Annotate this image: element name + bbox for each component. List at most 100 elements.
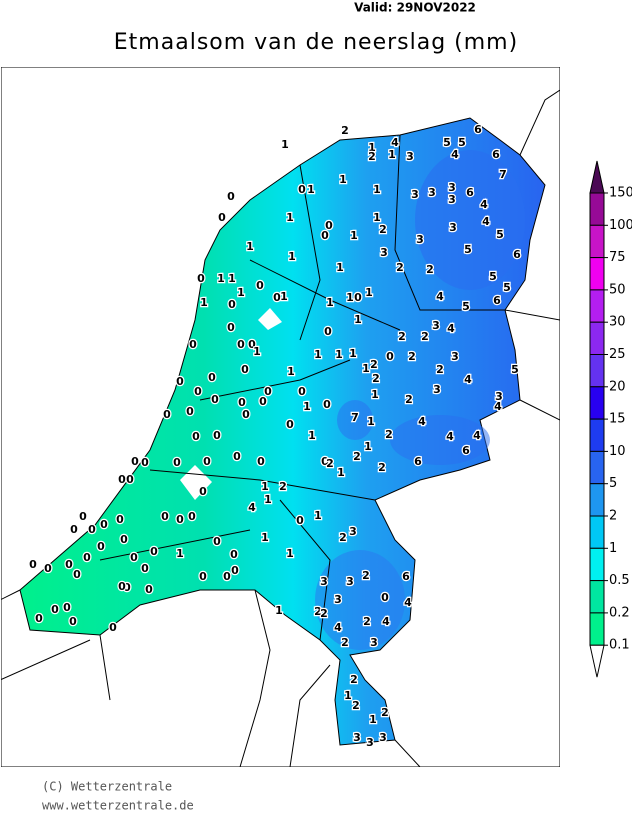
station-value: 0 <box>161 510 169 523</box>
station-value: 5 <box>458 136 466 149</box>
station-value: 0 <box>51 603 59 616</box>
station-value: 1 <box>364 440 372 453</box>
station-value: 5 <box>496 228 504 241</box>
station-value: 3 <box>349 525 357 538</box>
station-value: 0 <box>123 581 131 594</box>
station-value: 3 <box>451 350 459 363</box>
province-border <box>99 134 505 641</box>
station-value: 1 <box>303 400 311 413</box>
station-value: 2 <box>405 393 413 406</box>
legend-swatch <box>589 321 605 356</box>
station-value: 4 <box>464 373 472 386</box>
station-value: 3 <box>411 188 419 201</box>
station-value: 0 <box>69 615 77 628</box>
station-value: 0 <box>223 570 231 583</box>
station-value: 1 <box>369 713 377 726</box>
map-area <box>1 67 560 767</box>
legend-swatch <box>589 580 605 614</box>
station-value: 1 <box>176 547 184 560</box>
station-value: 4 <box>418 415 426 428</box>
station-value: 1 <box>339 173 347 186</box>
station-value: 0 <box>176 513 184 526</box>
station-value: 1 <box>253 345 261 358</box>
station-value: 1 <box>337 466 345 479</box>
station-value: 6 <box>513 248 521 261</box>
station-value: 5 <box>489 270 497 283</box>
station-value: 1 <box>350 229 358 242</box>
station-value: 2 <box>408 350 416 363</box>
station-value: 0 <box>227 321 235 334</box>
station-value: 0 <box>29 558 37 571</box>
legend-label: 75 <box>609 250 626 265</box>
station-value: 0 <box>324 325 332 338</box>
station-value: 2 <box>352 699 360 712</box>
station-value: 0 <box>176 375 184 388</box>
station-value: 3 <box>416 233 424 246</box>
station-value: 0 <box>150 545 158 558</box>
station-value: 0 <box>131 455 139 468</box>
station-value: 0 <box>237 338 245 351</box>
station-value: 0 <box>126 473 134 486</box>
station-value: 0 <box>242 408 250 421</box>
station-value: 5 <box>511 363 519 376</box>
legend-swatch <box>589 450 605 485</box>
station-value: 1 <box>228 272 236 285</box>
station-value: 1 <box>326 296 334 309</box>
station-value: 0 <box>141 562 149 575</box>
station-value: 1 <box>388 148 396 161</box>
station-value: 0 <box>256 279 264 292</box>
station-value: 3 <box>353 731 361 744</box>
station-value: 6 <box>492 148 500 161</box>
station-value: 0 <box>118 580 126 593</box>
color-legend: 150 100 75 50 30 25 20 15 10 5 2 1 0.5 0.2 0.1 <box>589 160 632 678</box>
legend-swatch <box>589 515 605 549</box>
legend-swatch <box>589 289 605 323</box>
station-value: 0 <box>163 408 171 421</box>
station-value: 0 <box>83 551 91 564</box>
station-value: 3 <box>334 593 342 606</box>
station-value: 2 <box>421 330 429 343</box>
legend-swatch <box>589 418 605 452</box>
station-value: 0 <box>208 371 216 384</box>
station-value: 1 <box>288 250 296 263</box>
station-value: 3 <box>428 186 436 199</box>
station-value: 0 <box>241 363 249 376</box>
station-value: 0 <box>321 229 329 242</box>
station-value: 1 <box>261 531 269 544</box>
station-value: 1 <box>286 547 294 560</box>
station-value: 1 <box>237 286 245 299</box>
legend-label: 10 <box>609 444 626 459</box>
station-value: 1 <box>287 365 295 378</box>
station-value: 2 <box>362 569 370 582</box>
station-value: 3 <box>366 736 374 749</box>
station-value: 0 <box>257 455 265 468</box>
station-value: 2 <box>436 363 444 376</box>
station-value: 3 <box>433 383 441 396</box>
station-value: 0 <box>189 338 197 351</box>
station-value: 0 <box>227 190 235 203</box>
legend-label: 100 <box>609 218 632 233</box>
station-value: 0 <box>199 570 207 583</box>
station-value: 5 <box>503 281 511 294</box>
station-value: 3 <box>380 246 388 259</box>
copyright: (C) Wetterzentrale <box>42 780 172 794</box>
station-value: 3 <box>449 221 457 234</box>
legend-label: 0.5 <box>609 573 630 588</box>
station-value: 1 <box>371 388 379 401</box>
station-value: 0 <box>199 485 207 498</box>
station-value: 1 <box>217 272 225 285</box>
station-value: 2 <box>378 461 386 474</box>
station-value: 0 <box>323 398 331 411</box>
station-value: 3 <box>320 575 328 588</box>
station-value: 3 <box>432 319 440 332</box>
station-value: 3 <box>346 575 354 588</box>
station-value: 6 <box>414 455 422 468</box>
station-value: 1 <box>281 138 289 151</box>
legend-label: 5 <box>609 476 617 491</box>
station-value: 6 <box>474 123 482 136</box>
station-value: 0 <box>194 385 202 398</box>
legend-swatch <box>589 257 605 291</box>
station-value: 0 <box>100 518 108 531</box>
station-value: 2 <box>385 428 393 441</box>
station-value: 1 <box>365 286 373 299</box>
